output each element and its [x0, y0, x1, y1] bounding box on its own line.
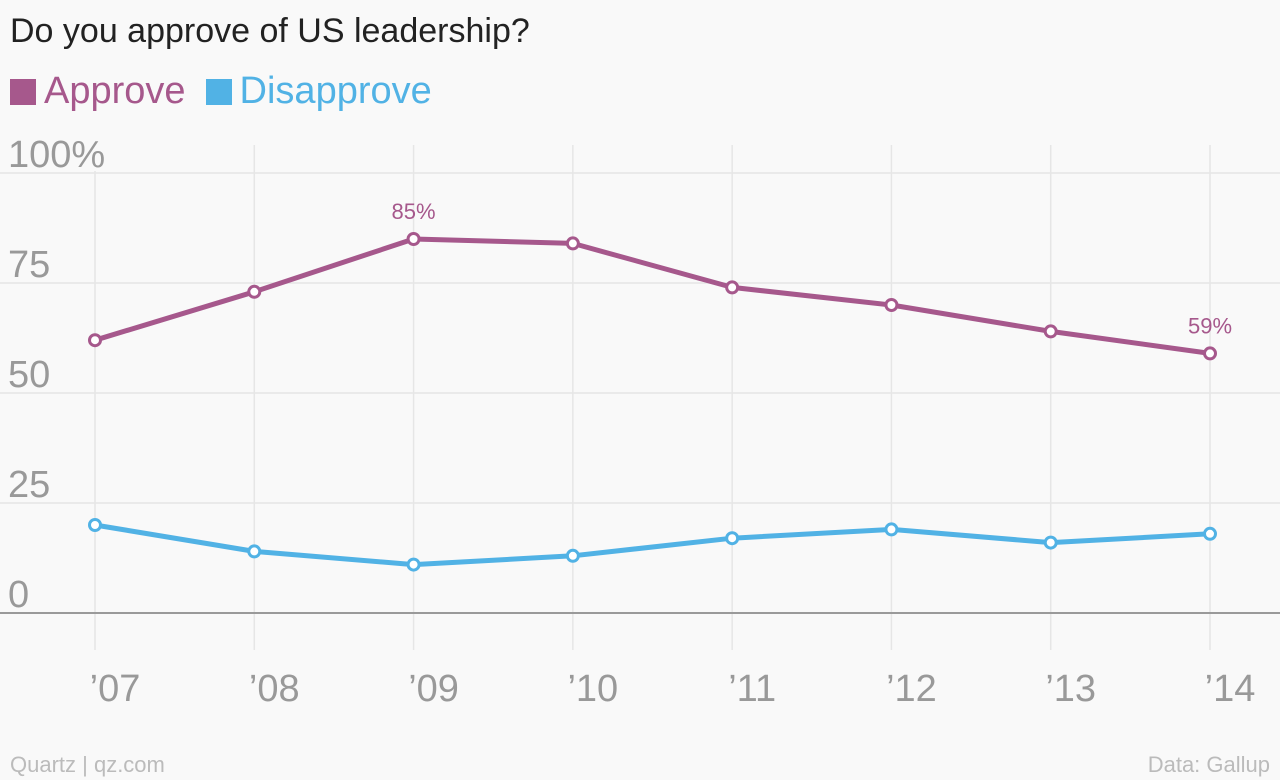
chart-title: Do you approve of US leadership?	[10, 12, 530, 50]
legend-swatch-disapprove	[205, 78, 232, 105]
data-point-approve	[247, 284, 262, 299]
data-point-approve	[884, 298, 899, 312]
legend-label-disapprove: Disapprove	[239, 70, 432, 112]
data-point-disapprove	[88, 518, 102, 532]
data-point-approve	[565, 236, 580, 251]
x-tick-label: ’11	[728, 668, 776, 710]
legend-label-approve: Approve	[44, 70, 186, 112]
data-label: 59%	[1188, 313, 1232, 338]
data-point-disapprove	[247, 544, 262, 559]
y-tick-label-bg	[4, 349, 64, 391]
footer-source-left: Quartz | qz.com	[10, 752, 165, 777]
y-tick-label-bg	[4, 459, 64, 501]
x-tick-label: ’08	[249, 668, 300, 710]
y-tick-label-bg	[4, 129, 112, 171]
data-point-disapprove	[406, 557, 421, 572]
y-tick-label: 75	[8, 244, 50, 286]
legend-swatch-approve	[10, 78, 36, 105]
x-tick-label: ’10	[567, 668, 618, 710]
data-point-disapprove	[1203, 526, 1217, 541]
data-label: 85%	[392, 199, 436, 224]
y-tick-label-bg	[4, 569, 40, 611]
data-point-disapprove	[725, 531, 740, 546]
x-tick-label: ’07	[90, 668, 141, 710]
data-point-disapprove	[565, 548, 580, 563]
data-point-approve	[1043, 324, 1058, 339]
y-tick-label: 0	[8, 574, 29, 616]
data-point-disapprove	[1043, 535, 1058, 550]
data-point-approve	[725, 280, 740, 295]
x-tick-label: ’09	[408, 668, 459, 710]
legend-item-disapprove: Disapprove	[205, 70, 432, 113]
x-tick-label: ’13	[1045, 668, 1096, 710]
series-line-approve	[92, 236, 1213, 356]
data-point-approve	[88, 333, 102, 348]
legend: Approve Disapprove	[10, 70, 452, 113]
series-line-disapprove	[92, 522, 1213, 568]
legend-item-approve: Approve	[10, 70, 186, 113]
x-tick-label: ’14	[1205, 668, 1256, 710]
y-tick-label-bg	[4, 239, 64, 281]
footer-source-right: Data: Gallup	[1147, 752, 1270, 777]
y-tick-label: 50	[8, 354, 50, 396]
data-point-approve	[1203, 346, 1217, 361]
x-tick-label: ’12	[886, 668, 937, 710]
y-tick-label: 100%	[8, 134, 105, 176]
data-point-approve	[406, 232, 421, 246]
data-point-disapprove	[884, 522, 899, 537]
y-tick-label: 25	[8, 464, 50, 506]
